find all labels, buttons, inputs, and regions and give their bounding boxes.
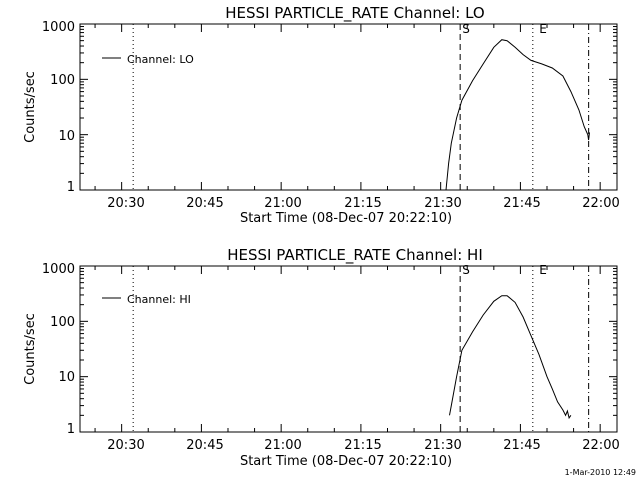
y-tick-label: 100 <box>50 73 75 88</box>
legend-label: Channel: LO <box>127 53 194 66</box>
x-axis-label: Start Time (08-Dec-07 20:22:10) <box>240 454 452 469</box>
x-tick-label: 20:45 <box>186 196 223 211</box>
y-tick-label: 10 <box>58 129 75 144</box>
x-tick-label: 21:00 <box>264 438 301 453</box>
x-tick-label: 20:45 <box>186 438 223 453</box>
series-line <box>449 295 572 420</box>
x-tick-label: 21:00 <box>264 196 301 211</box>
y-tick-label: 10 <box>58 370 75 385</box>
y-tick-label: 100 <box>50 315 75 330</box>
x-tick-label: 22:00 <box>582 196 619 211</box>
y-axis-label: Counts/sec <box>23 313 38 385</box>
x-tick-label: 21:15 <box>344 196 381 211</box>
x-tick-label: 20:30 <box>107 196 144 211</box>
x-tick-label: 21:30 <box>424 438 461 453</box>
series-line <box>445 39 590 191</box>
footer-timestamp: 1-Mar-2010 12:49 <box>565 468 636 477</box>
x-tick-label: 21:45 <box>503 196 540 211</box>
chart-title: HESSI PARTICLE_RATE Channel: LO <box>225 4 484 23</box>
x-tick-label: 21:45 <box>503 438 540 453</box>
y-tick-label: 1000 <box>42 262 75 277</box>
marker-label-end: E <box>539 263 547 277</box>
x-axis-label: Start Time (08-Dec-07 20:22:10) <box>240 211 452 226</box>
chart-title: HESSI PARTICLE_RATE Channel: HI <box>227 246 483 265</box>
x-tick-label: 21:30 <box>424 196 461 211</box>
x-tick-label: 20:30 <box>107 438 144 453</box>
chart-panel-lo: HESSI PARTICLE_RATE Channel: LO Counts/s… <box>23 4 620 226</box>
chart-panel-hi: HESSI PARTICLE_RATE Channel: HI Counts/s… <box>23 246 620 469</box>
marker-label-start: S <box>462 263 470 277</box>
plot-frame <box>79 265 618 433</box>
y-tick-label: 1000 <box>42 20 75 35</box>
y-tick-label: 1 <box>67 422 75 437</box>
marker-label-end: E <box>539 22 547 36</box>
x-tick-label: 21:15 <box>344 438 381 453</box>
x-tick-label: 22:00 <box>582 438 619 453</box>
y-axis-label: Counts/sec <box>23 71 38 143</box>
plot-frame <box>79 23 618 191</box>
y-tick-label: 1 <box>67 180 75 195</box>
legend-label: Channel: HI <box>127 293 191 306</box>
marker-label-start: S <box>462 22 470 36</box>
